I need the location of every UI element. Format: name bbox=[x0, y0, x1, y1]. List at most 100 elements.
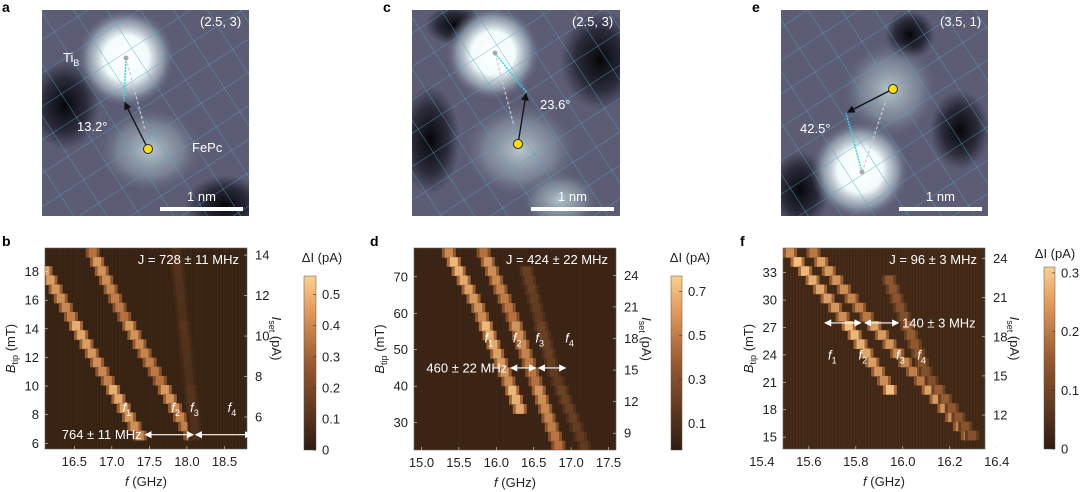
trace-block-core bbox=[187, 394, 196, 404]
trace-block-core bbox=[508, 385, 517, 396]
trace-block-core bbox=[77, 330, 86, 340]
trace-block-core bbox=[899, 311, 908, 322]
trace-block-core bbox=[817, 257, 826, 267]
trace-f1 bbox=[441, 248, 527, 414]
trace-block-core bbox=[539, 330, 548, 341]
colorbar-label: ΔI (pA) bbox=[670, 250, 710, 265]
y2-tick-label: 21 bbox=[993, 290, 1007, 305]
colorbar-tick-label: 0.1 bbox=[1061, 383, 1079, 398]
trace-block-core bbox=[102, 275, 111, 286]
x-tick-label: 16.4 bbox=[984, 454, 1009, 469]
y-axis-label: Btip (mT) bbox=[3, 324, 20, 373]
trace-block-core bbox=[135, 430, 144, 441]
splitting-label: 140 ± 3 MHz bbox=[902, 315, 976, 330]
trace-block-core bbox=[469, 293, 478, 304]
colorbar bbox=[1043, 266, 1056, 450]
trace-block-core bbox=[66, 311, 75, 322]
angle-label: 23.6° bbox=[540, 97, 571, 112]
trace-block-core bbox=[541, 404, 550, 414]
peak-label-f1: f1 bbox=[123, 400, 132, 418]
trace-block-core bbox=[511, 321, 520, 332]
y2-tick-label: 12 bbox=[624, 394, 638, 409]
trace-block-core bbox=[786, 248, 795, 258]
stm-image-c: (2.5, 3) 23.6° 1 nm bbox=[412, 10, 620, 216]
trace-block-core bbox=[896, 302, 905, 313]
trace-block-core bbox=[824, 266, 833, 276]
y2-tick-label: 15 bbox=[993, 368, 1007, 383]
trace-block-core bbox=[165, 394, 174, 404]
y-tick-label: 30 bbox=[763, 293, 777, 308]
y-tick-label: 24 bbox=[763, 347, 777, 362]
x-tick-label: 15.0 bbox=[409, 455, 434, 470]
trace-block-core bbox=[544, 413, 553, 423]
trace-block-core bbox=[885, 385, 894, 395]
trace-block-core bbox=[534, 385, 543, 396]
trace-block-core bbox=[941, 394, 950, 404]
trace-block-core bbox=[504, 376, 513, 387]
peak-label-f4: f4 bbox=[228, 400, 237, 418]
trace-block-core bbox=[534, 312, 543, 322]
y2-tick-label: 24 bbox=[624, 268, 638, 283]
trace-block-core bbox=[93, 357, 102, 368]
trace-block-core bbox=[537, 321, 546, 332]
trace-block-core bbox=[485, 330, 494, 341]
trace-block-core bbox=[191, 430, 200, 441]
trace-block-core bbox=[98, 366, 107, 377]
y2-axis-label: Iset (pA) bbox=[1005, 317, 1022, 361]
panel-label-c: c bbox=[383, 0, 391, 15]
trace-block-core bbox=[178, 311, 187, 322]
trace-block-core bbox=[916, 375, 925, 386]
trace-block-core bbox=[444, 248, 453, 258]
heatmap-panel-d: d 15.0 15.5 16.0 16.5 17.0 17.5 f (GHz) 30 40 50 60… bbox=[370, 233, 710, 490]
trace-block-core bbox=[111, 293, 120, 304]
trace-block-core bbox=[511, 394, 520, 405]
scale-bar bbox=[899, 207, 982, 211]
trace-block-core bbox=[816, 284, 825, 295]
colorbar-tick-label: 0.1 bbox=[322, 411, 340, 426]
trace-block-core bbox=[125, 412, 134, 423]
trace-block-core bbox=[82, 339, 91, 349]
y-tick-label: 50 bbox=[394, 342, 408, 357]
trace-block-core bbox=[528, 367, 537, 378]
trace-block-core bbox=[572, 422, 581, 433]
stm-image-a: (2.5, 3) TiB FePc 13.2° 1 nm bbox=[42, 10, 249, 216]
trace-block-core bbox=[61, 302, 70, 313]
trace-block-core bbox=[934, 385, 943, 395]
trace-block-core bbox=[961, 421, 970, 432]
trace-block-core bbox=[917, 357, 926, 368]
x-tick-label: 17.5 bbox=[596, 455, 621, 470]
colorbar-tick-label: 0.7 bbox=[688, 284, 706, 299]
y-tick-label: 18 bbox=[763, 402, 777, 417]
colorbar-tick-label: 0.3 bbox=[322, 349, 340, 364]
x-tick-label: 15.5 bbox=[446, 455, 471, 470]
trace-block-core bbox=[145, 357, 154, 368]
trace-block-core bbox=[832, 275, 841, 286]
trace-block-core bbox=[478, 312, 487, 322]
trace-block-core bbox=[547, 422, 556, 433]
trace-block-core bbox=[492, 275, 501, 286]
trace-block-core bbox=[908, 366, 917, 377]
colorbar-tick-label: 0 bbox=[322, 443, 329, 458]
trace-block-core bbox=[500, 367, 509, 378]
trace-block-core bbox=[130, 421, 139, 432]
y2-tick-label: 21 bbox=[624, 299, 638, 314]
trace-block-core bbox=[179, 321, 188, 331]
trace-block-core bbox=[481, 321, 490, 332]
trace-block-core bbox=[135, 339, 144, 349]
trace-block-core bbox=[185, 375, 194, 386]
trace-block-core bbox=[880, 375, 888, 386]
trace-block-core bbox=[181, 339, 190, 349]
splitting-label: 460 ± 22 MHz bbox=[426, 360, 507, 375]
coords-label: (2.5, 3) bbox=[200, 14, 241, 29]
trace-block-core bbox=[565, 404, 574, 414]
trace-block-core bbox=[496, 284, 505, 295]
trace-block-core bbox=[568, 413, 577, 423]
colorbar-label: ΔI (pA) bbox=[302, 250, 342, 265]
angle-label: 42.5° bbox=[800, 121, 831, 136]
trace-block-core bbox=[72, 321, 81, 331]
trace-block-core bbox=[874, 366, 883, 377]
trace-block-core bbox=[170, 403, 179, 413]
peak-label-f2: f2 bbox=[859, 347, 868, 365]
y-tick-label: 27 bbox=[763, 320, 777, 335]
